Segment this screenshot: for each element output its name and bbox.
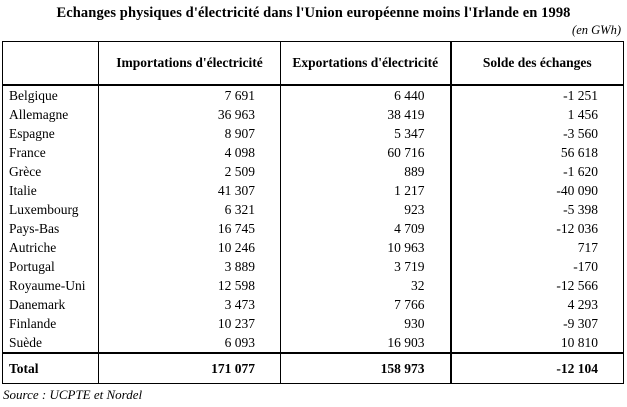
exports-value: 923 (280, 200, 451, 219)
total-exports-value: 158 973 (280, 352, 451, 384)
table-row: Luxembourg 6 321 923 -5 398 (2, 200, 624, 219)
country-name: Allemagne (2, 105, 99, 124)
table-row: Danemark 3 473 7 766 4 293 (2, 295, 624, 314)
balance-value: -5 398 (449, 200, 624, 219)
country-name: Italie (2, 181, 99, 200)
exports-value: 16 903 (280, 333, 451, 353)
imports-value: 36 963 (98, 105, 281, 124)
exports-value: 38 419 (280, 105, 451, 124)
table-row: Allemagne 36 963 38 419 1 456 (2, 105, 624, 124)
imports-value: 41 307 (98, 181, 281, 200)
table-row: Belgique 7 691 6 440 -1 251 (2, 85, 624, 105)
imports-value: 2 509 (98, 162, 281, 181)
table-row: Espagne 8 907 5 347 -3 560 (2, 124, 624, 143)
exports-value: 4 709 (280, 219, 451, 238)
source-note: Source : UCPTE et Nordel (3, 387, 143, 402)
imports-value: 7 691 (98, 85, 281, 105)
exports-value: 7 766 (280, 295, 451, 314)
column-header-country (2, 41, 99, 86)
country-name: France (2, 143, 99, 162)
balance-value: -1 251 (449, 85, 624, 105)
country-name: Autriche (2, 238, 99, 257)
country-name: Suède (2, 333, 99, 353)
imports-value: 6 321 (98, 200, 281, 219)
country-name: Grèce (2, 162, 99, 181)
balance-value: 10 810 (449, 333, 624, 353)
table-body: Belgique 7 691 6 440 -1 251 Allemagne 36 963 3… (2, 85, 624, 353)
column-header-balance: Solde des échanges (449, 41, 624, 86)
country-name: Pays-Bas (2, 219, 99, 238)
header-row: Importations d'électricité Exportations … (2, 41, 624, 86)
imports-value: 10 237 (98, 314, 281, 333)
imports-value: 8 907 (98, 124, 281, 143)
table-row: Suède 6 093 16 903 10 810 (2, 333, 624, 353)
imports-value: 10 246 (98, 238, 281, 257)
imports-value: 6 093 (98, 333, 281, 353)
document-page: Echanges physiques d'électricité dans l'… (0, 5, 627, 407)
electricity-exchanges-table: Importations d'électricité Exportations … (2, 41, 624, 384)
exports-value: 32 (280, 276, 451, 295)
table-row: Autriche 10 246 10 963 717 (2, 238, 624, 257)
country-name: Finlande (2, 314, 99, 333)
table-header: Importations d'électricité Exportations … (2, 41, 624, 86)
balance-value: -40 090 (449, 181, 624, 200)
balance-value: -3 560 (449, 124, 624, 143)
table-row: Portugal 3 889 3 719 -170 (2, 257, 624, 276)
imports-value: 12 598 (98, 276, 281, 295)
balance-value: -12 036 (449, 219, 624, 238)
imports-value: 16 745 (98, 219, 281, 238)
total-imports-value: 171 077 (98, 352, 281, 384)
balance-value: -170 (449, 257, 624, 276)
total-balance-value: -12 104 (449, 352, 624, 384)
table-row: Royaume-Uni 12 598 32 -12 566 (2, 276, 624, 295)
country-name: Danemark (2, 295, 99, 314)
country-name: Royaume-Uni (2, 276, 99, 295)
country-name: Portugal (2, 257, 99, 276)
imports-value: 3 889 (98, 257, 281, 276)
total-label: Total (2, 352, 99, 384)
table-footer: Total 171 077 158 973 -12 104 (2, 352, 624, 384)
imports-value: 4 098 (98, 143, 281, 162)
exports-value: 6 440 (280, 85, 451, 105)
balance-value: 4 293 (449, 295, 624, 314)
column-header-exports: Exportations d'électricité (280, 41, 451, 86)
column-header-imports: Importations d'électricité (98, 41, 281, 86)
country-name: Luxembourg (2, 200, 99, 219)
exports-value: 60 716 (280, 143, 451, 162)
balance-value: -12 566 (449, 276, 624, 295)
exports-value: 10 963 (280, 238, 451, 257)
table-row: Finlande 10 237 930 -9 307 (2, 314, 624, 333)
table-row: Pays-Bas 16 745 4 709 -12 036 (2, 219, 624, 238)
exports-value: 5 347 (280, 124, 451, 143)
imports-value: 3 473 (98, 295, 281, 314)
country-name: Belgique (2, 85, 99, 105)
table-row: Italie 41 307 1 217 -40 090 (2, 181, 624, 200)
total-row: Total 171 077 158 973 -12 104 (2, 352, 624, 384)
exports-value: 3 719 (280, 257, 451, 276)
exports-value: 889 (280, 162, 451, 181)
balance-value: 717 (449, 238, 624, 257)
unit-note: (en GWh) (572, 23, 621, 37)
country-name: Espagne (2, 124, 99, 143)
exports-value: 930 (280, 314, 451, 333)
exports-value: 1 217 (280, 181, 451, 200)
balance-value: -1 620 (449, 162, 624, 181)
table-row: Grèce 2 509 889 -1 620 (2, 162, 624, 181)
balance-value: 56 618 (449, 143, 624, 162)
balance-value: 1 456 (449, 105, 624, 124)
balance-value: -9 307 (449, 314, 624, 333)
table-row: France 4 098 60 716 56 618 (2, 143, 624, 162)
page-title: Echanges physiques d'électricité dans l'… (56, 5, 571, 21)
